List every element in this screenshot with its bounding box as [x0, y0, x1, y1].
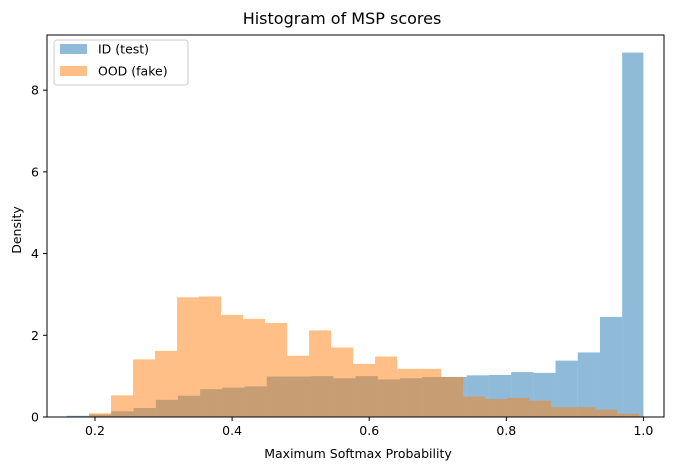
histogram-bar — [507, 397, 530, 417]
histogram-bar — [199, 296, 222, 417]
histogram-bar — [243, 318, 266, 417]
histogram-bar — [573, 407, 596, 417]
legend-frame — [53, 39, 189, 86]
x-tick-label: 0.4 — [222, 423, 242, 438]
y-axis-label: Density — [9, 206, 24, 254]
x-tick-label: 0.2 — [85, 423, 105, 438]
histogram-bar — [577, 352, 600, 417]
histogram-bar — [551, 407, 574, 417]
axes-layer: 0.2 0.4 0.6 0.8 1.0 0 2 4 6 8 — [31, 34, 665, 438]
histogram-bar — [622, 52, 644, 418]
x-tick-label: 0.8 — [496, 423, 516, 438]
legend: ID (test) OOD (fake) — [53, 39, 189, 86]
histogram-bar — [555, 360, 578, 417]
x-tick-label: 0.6 — [359, 423, 379, 438]
y-tick-label: 2 — [31, 328, 39, 343]
histogram-bar — [287, 355, 310, 417]
histogram-bar — [265, 323, 288, 417]
legend-label: ID (test) — [98, 42, 149, 57]
histogram-bar — [89, 413, 112, 417]
histogram-bar — [353, 363, 376, 417]
histogram-bar — [331, 347, 354, 417]
histogram-bar — [617, 413, 640, 417]
histogram-bar — [419, 368, 442, 417]
y-tick-label: 0 — [31, 410, 39, 425]
histogram-bar — [599, 316, 623, 417]
histogram-bar — [595, 409, 618, 417]
histogram-bar — [485, 399, 508, 417]
legend-swatch — [60, 66, 87, 76]
y-tick-label: 6 — [31, 164, 39, 179]
legend-swatch — [60, 44, 87, 54]
histogram-bar — [463, 396, 486, 417]
histogram-bar — [309, 330, 332, 417]
histogram-bar — [397, 368, 420, 417]
histogram-bar — [66, 415, 90, 417]
histogram-bar — [221, 314, 244, 417]
histogram-bar — [375, 356, 398, 417]
y-tick-label: 8 — [31, 83, 39, 98]
histogram-bar — [529, 400, 552, 417]
histogram-bar — [111, 395, 134, 417]
chart-title: Histogram of MSP scores — [243, 9, 442, 28]
y-tick-label: 4 — [31, 246, 39, 261]
plot-frame — [46, 34, 665, 418]
series-2-bars — [89, 296, 640, 417]
x-tick-label: 1.0 — [633, 423, 653, 438]
histogram-bar — [155, 350, 178, 417]
bars-layer — [66, 52, 644, 418]
histogram-bar — [133, 359, 156, 417]
x-axis-label: Maximum Softmax Probability — [264, 446, 452, 461]
legend-label: OOD (fake) — [98, 64, 168, 79]
histogram-bar — [177, 297, 200, 417]
histogram-bar — [441, 376, 464, 417]
